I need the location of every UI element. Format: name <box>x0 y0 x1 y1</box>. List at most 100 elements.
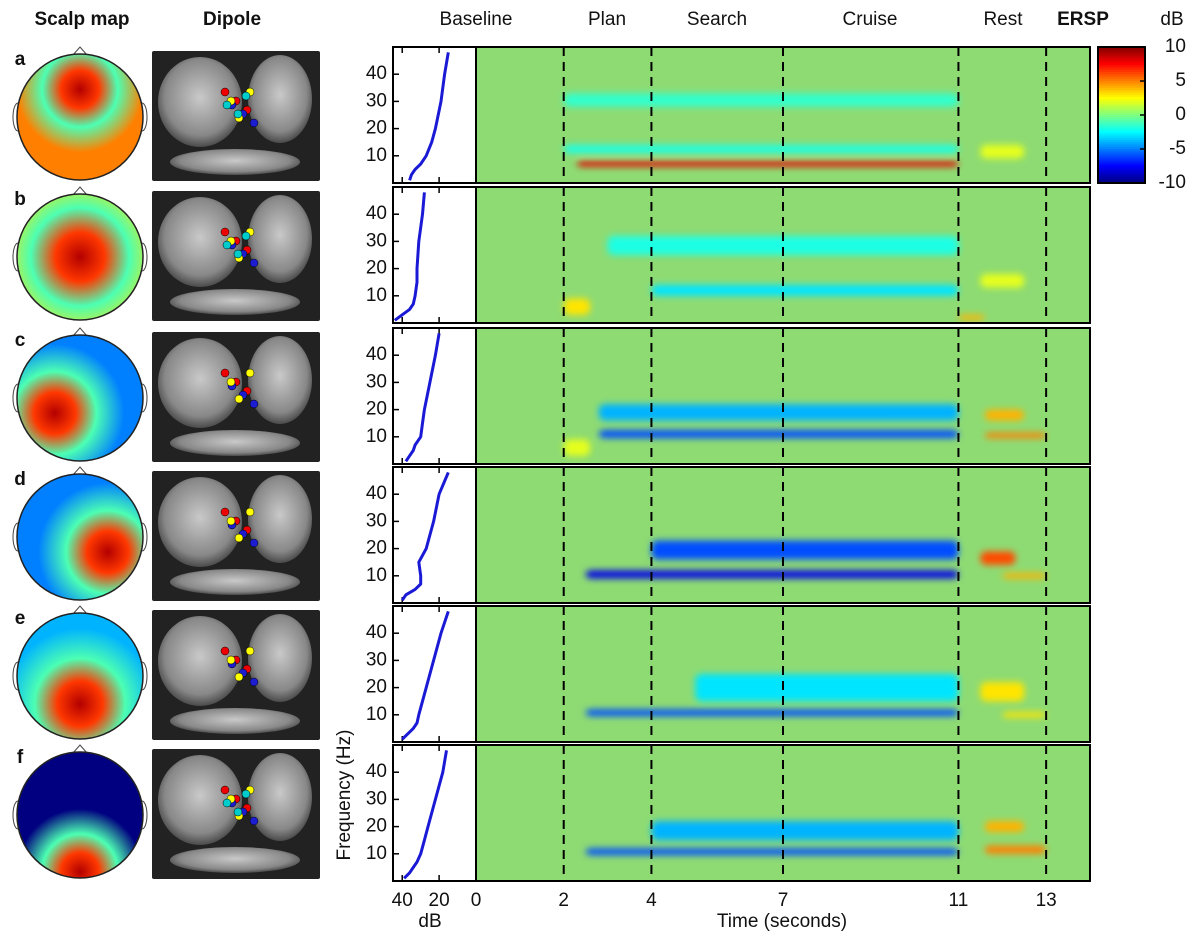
spectrum-frame <box>393 745 476 881</box>
ersp-blob <box>564 93 959 107</box>
y-tick-label: 40 <box>366 622 387 643</box>
ersp-blob <box>586 848 959 855</box>
dipole <box>221 647 229 655</box>
ersp-blob <box>599 430 959 438</box>
y-tick-label: 20 <box>366 118 387 139</box>
y-tick-label: 20 <box>366 816 387 837</box>
y-tick-label: 40 <box>366 203 387 224</box>
scalp-map <box>17 194 143 320</box>
spectrum-tick-label: 40 <box>392 890 413 911</box>
panel-label: d <box>14 469 26 490</box>
dipole <box>221 228 229 236</box>
dipole <box>242 92 250 100</box>
dipole <box>250 539 258 547</box>
panel-label: f <box>17 747 24 768</box>
y-tick-label: 10 <box>366 285 387 306</box>
colorbar-tick-label: 5 <box>1175 70 1186 91</box>
dipole <box>221 88 229 96</box>
y-tick-label: 20 <box>366 399 387 420</box>
x-tick-label: 13 <box>1036 890 1057 911</box>
scalp-map <box>17 474 143 600</box>
y-tick-label: 40 <box>366 761 387 782</box>
column-header: Scalp map <box>34 9 129 30</box>
brain-coronal <box>248 753 312 841</box>
panel-label: a <box>15 49 26 70</box>
spectrum-frame <box>393 187 476 323</box>
spectrum-tick-label: 20 <box>429 890 450 911</box>
brain-axial <box>170 430 300 456</box>
phase-label: Plan <box>588 9 626 30</box>
y-tick-label: 10 <box>366 843 387 864</box>
dipole <box>234 808 242 816</box>
ersp-blob <box>586 709 959 716</box>
dipole <box>223 241 231 249</box>
colorbar-tick-label: 10 <box>1165 36 1186 57</box>
spectrum-frame <box>393 47 476 183</box>
y-tick-label: 40 <box>366 63 387 84</box>
dipole <box>246 508 254 516</box>
column-header: Dipole <box>203 9 261 30</box>
phase-label: Baseline <box>440 9 513 30</box>
y-tick-label: 10 <box>366 704 387 725</box>
dipole <box>221 508 229 516</box>
ersp-blob <box>985 821 1024 832</box>
scalp-map <box>17 613 143 739</box>
brain-coronal <box>248 55 312 143</box>
y-tick-label: 20 <box>366 677 387 698</box>
dipole <box>221 369 229 377</box>
ersp-blob <box>958 315 984 320</box>
ersp-blob <box>980 551 1015 565</box>
y-tick-label: 40 <box>366 483 387 504</box>
colorbar-unit: dB <box>1160 9 1183 30</box>
dipole <box>234 110 242 118</box>
y-tick-label: 10 <box>366 145 387 166</box>
dipole <box>227 378 235 386</box>
ersp-blob <box>651 540 958 559</box>
scalp-map <box>17 752 143 878</box>
y-tick-label: 30 <box>366 230 387 251</box>
figure: Scalp map Dipole Baseline Plan Search Cruis… <box>0 0 1193 935</box>
phase-label: Rest <box>983 9 1023 30</box>
ersp-blob <box>564 145 959 153</box>
x-tick-label: 4 <box>646 890 657 911</box>
spectrum-axis-label: dB <box>418 911 441 932</box>
phase-label: Cruise <box>843 9 898 30</box>
brain-axial <box>170 149 300 175</box>
spectrum-frame <box>393 328 476 464</box>
scalp-map <box>17 54 143 180</box>
y-tick-label: 30 <box>366 649 387 670</box>
ersp-blob <box>1002 712 1046 717</box>
dipole <box>223 799 231 807</box>
dipole <box>227 656 235 664</box>
ersp-blob <box>985 433 1046 438</box>
y-tick-label: 20 <box>366 258 387 279</box>
ersp-blob <box>985 410 1024 421</box>
ersp-blob <box>564 299 590 315</box>
panel-label: e <box>15 608 26 629</box>
y-tick-label: 30 <box>366 510 387 531</box>
x-tick-label: 11 <box>949 890 969 911</box>
phase-label: Search <box>687 9 747 30</box>
dipole <box>242 232 250 240</box>
ersp-blob <box>577 161 959 166</box>
ersp-blob <box>980 682 1024 701</box>
ersp-blob <box>651 821 958 840</box>
x-tick-label: 0 <box>471 890 482 911</box>
dipole <box>250 817 258 825</box>
dipole <box>235 395 243 403</box>
dipole <box>234 250 242 258</box>
colorbar-title: ERSP <box>1057 9 1109 30</box>
dipole <box>235 534 243 542</box>
dipole <box>250 259 258 267</box>
dipole <box>250 119 258 127</box>
colorbar-tick-label: 0 <box>1175 104 1186 125</box>
dipole <box>223 101 231 109</box>
dipole <box>246 647 254 655</box>
x-axis-label: Time (seconds) <box>717 911 847 932</box>
dipole <box>227 517 235 525</box>
dipole <box>250 678 258 686</box>
ersp-blob <box>651 285 958 296</box>
y-tick-label: 20 <box>366 538 387 559</box>
ersp-blob <box>695 674 958 701</box>
brain-axial <box>170 569 300 595</box>
